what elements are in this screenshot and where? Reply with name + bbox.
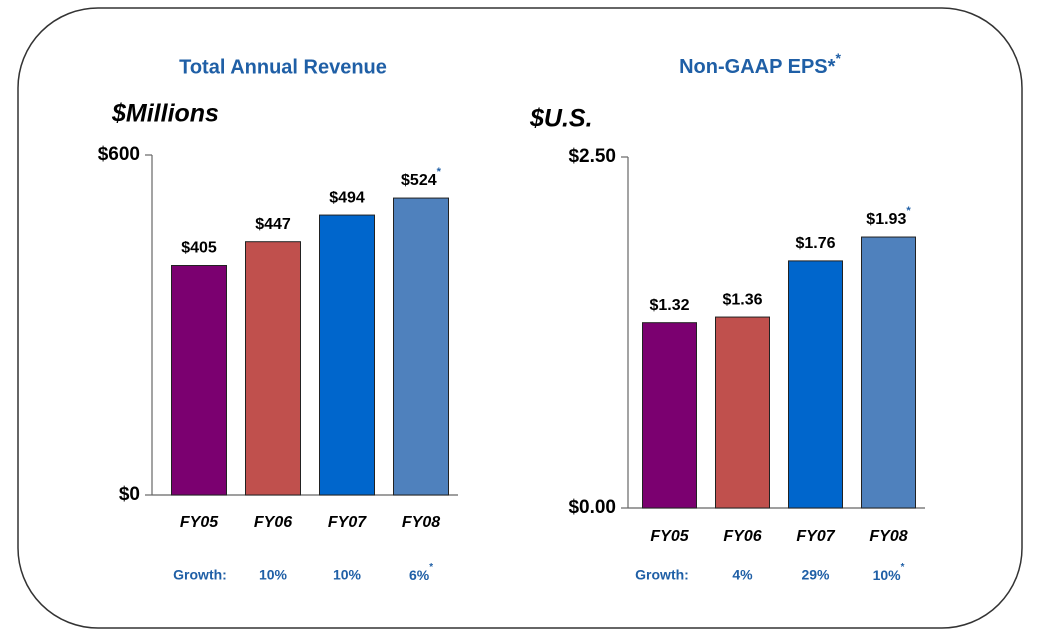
bar — [171, 265, 227, 496]
value-label: $447 — [255, 216, 291, 233]
value-label: $494 — [329, 189, 365, 206]
y-tick-label: $2.50 — [568, 146, 616, 167]
growth-value: 10% — [333, 567, 362, 583]
bar — [245, 241, 301, 496]
value-label: $405 — [181, 240, 217, 257]
x-tick-label: FY08 — [402, 514, 440, 531]
y-axis-label: $U.S. — [529, 105, 593, 133]
value-label: $1.32 — [649, 297, 689, 314]
value-label: $1.36 — [722, 291, 762, 308]
bar — [861, 236, 916, 509]
value-label: $524* — [401, 166, 442, 189]
bar — [319, 214, 375, 496]
x-tick-label: FY05 — [180, 514, 219, 531]
x-tick-label: FY06 — [254, 514, 292, 531]
value-label: $1.76 — [795, 235, 835, 252]
bar — [393, 197, 449, 496]
growth-value: 6%* — [409, 562, 433, 583]
growth-value: 4% — [732, 567, 753, 583]
growth-value: 10% — [259, 567, 288, 583]
growth-value: 10%* — [873, 562, 905, 583]
y-axis-label: $Millions — [111, 100, 219, 128]
chart-title: Total Annual Revenue — [179, 56, 387, 78]
y-tick-label: $600 — [98, 144, 140, 165]
chart-title: Non-GAAP EPS** — [679, 50, 841, 79]
bar — [642, 322, 697, 509]
y-tick-label: $0.00 — [568, 497, 616, 518]
x-tick-label: FY07 — [328, 514, 367, 531]
bar — [715, 316, 770, 509]
value-label: $1.93* — [866, 205, 911, 228]
y-tick-label: $0 — [119, 484, 140, 505]
x-tick-label: FY08 — [869, 528, 907, 545]
x-tick-label: FY05 — [650, 528, 689, 545]
x-tick-label: FY07 — [796, 528, 835, 545]
growth-label: Growth: — [173, 567, 227, 583]
x-tick-label: FY06 — [723, 528, 761, 545]
growth-label: Growth: — [635, 567, 689, 583]
bar — [788, 260, 843, 509]
growth-value: 29% — [801, 567, 830, 583]
